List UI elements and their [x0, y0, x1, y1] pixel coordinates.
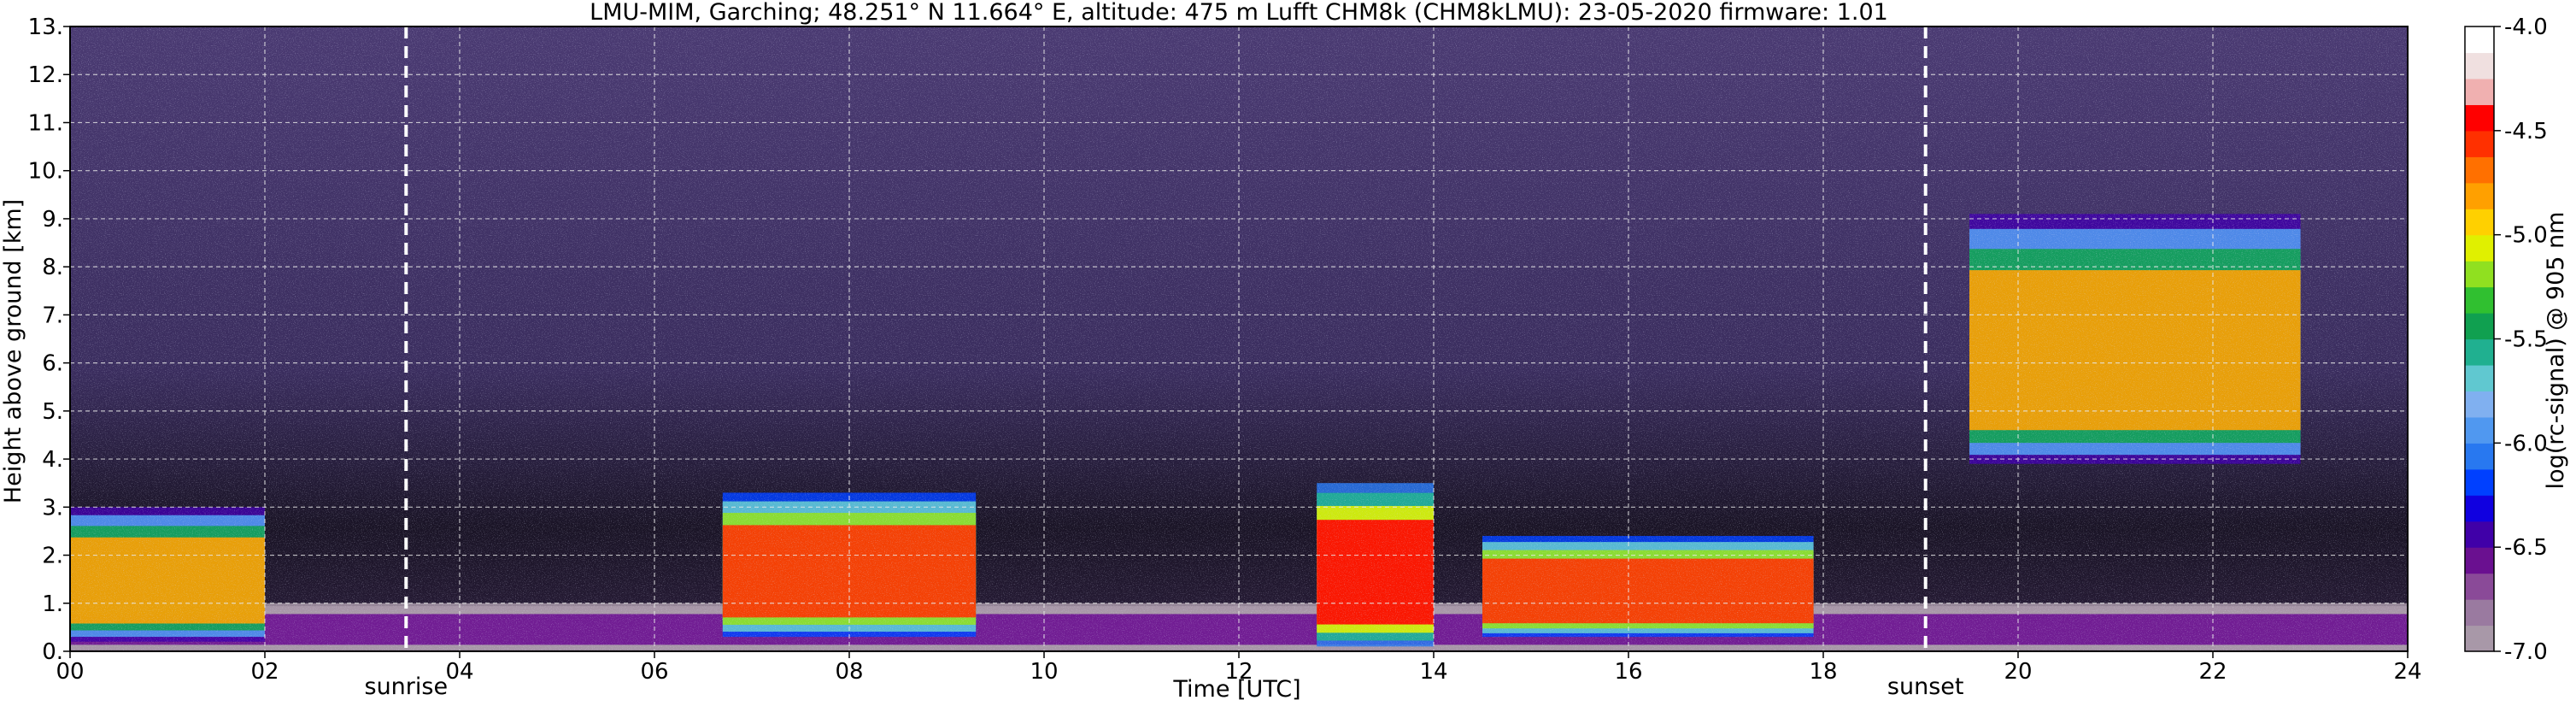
colorbar-swatch — [2465, 495, 2494, 522]
x-tick-label: 04 — [445, 659, 473, 685]
colorbar-tick-label: -5.5 — [2504, 327, 2548, 353]
colorbar-tick-label: -4.5 — [2504, 119, 2548, 144]
x-tick-label: 14 — [1419, 659, 1447, 685]
colorbar-swatch — [2465, 26, 2494, 54]
y-tick-label: 0. — [42, 639, 63, 665]
colorbar-swatch — [2465, 104, 2494, 132]
colorbar-swatch — [2465, 416, 2494, 444]
x-tick-label: 20 — [2004, 659, 2032, 685]
colorbar-swatch — [2465, 468, 2494, 496]
colorbar-swatch — [2465, 338, 2494, 366]
colorbar-swatch — [2465, 261, 2494, 288]
x-tick-label: 22 — [2198, 659, 2227, 685]
colorbar-swatch — [2465, 78, 2494, 105]
y-tick-label: 10. — [28, 159, 63, 185]
colorbar-swatch — [2465, 599, 2494, 627]
event-lines — [404, 26, 1928, 651]
colorbar-tick-label: -4.0 — [2504, 15, 2548, 40]
colorbar-swatch — [2465, 625, 2494, 652]
x-tick-label: 10 — [1030, 659, 1058, 685]
y-tick-label: 5. — [42, 399, 63, 425]
colorbar-swatch — [2465, 130, 2494, 157]
y-axis-label: Height above ground [km] — [0, 199, 26, 503]
y-tick-label: 2. — [42, 544, 63, 569]
y-axis: 0. 1. 2. 3. 4. 5. 6. 7. 8. 9. 10. 11. 12. 13. — [28, 15, 70, 665]
x-tick-label: 16 — [1614, 659, 1642, 685]
y-tick-label: 11. — [28, 110, 63, 136]
x-tick-label: 18 — [1809, 659, 1837, 685]
x-tick-label: 24 — [2393, 659, 2421, 685]
y-tick-label: 7. — [42, 303, 63, 328]
colorbar-swatch — [2465, 313, 2494, 340]
x-tick-label: 06 — [640, 659, 668, 685]
colorbar-swatch — [2465, 182, 2494, 209]
y-tick-label: 13. — [28, 15, 63, 40]
plot-area — [69, 26, 2409, 652]
colorbar-swatch — [2465, 391, 2494, 418]
colorbar-tick-label: -5.0 — [2504, 223, 2548, 249]
x-tick-label: 02 — [250, 659, 279, 685]
chart-title: LMU-MIM, Garching; 48.251° N 11.664° E, … — [590, 0, 1888, 26]
y-tick-label: 12. — [28, 62, 63, 88]
colorbar-swatch — [2465, 209, 2494, 236]
x-tick-label: 08 — [835, 659, 863, 685]
colorbar-swatch — [2465, 573, 2494, 600]
y-tick-label: 1. — [42, 591, 63, 617]
colorbar-tick-label: -7.0 — [2504, 639, 2548, 665]
y-tick-label: 3. — [42, 495, 63, 521]
colorbar-swatch — [2465, 443, 2494, 470]
y-tick-label: 4. — [42, 447, 63, 473]
grid-lines — [70, 26, 2408, 651]
colorbar: -4.0 -4.5 -5.0 -5.5 -6.0 -6.5 -7.0 — [2464, 15, 2548, 665]
y-tick-label: 6. — [42, 351, 63, 377]
colorbar-tick-label: -6.5 — [2504, 535, 2548, 561]
colorbar-label: log(rc-signal) @ 905 nm — [2543, 212, 2569, 490]
colorbar-swatch — [2465, 52, 2494, 79]
colorbar-swatch — [2465, 547, 2494, 574]
x-tick-label: 00 — [56, 659, 84, 685]
sunset-label: sunset — [1887, 674, 1964, 700]
colorbar-swatch — [2465, 156, 2494, 184]
x-axis: 00 02 04 06 08 10 12 14 16 18 20 22 24 — [56, 651, 2422, 685]
colorbar-swatch — [2465, 521, 2494, 548]
colorbar-swatch — [2465, 286, 2494, 314]
y-tick-label: 9. — [42, 207, 63, 232]
colorbar-swatch — [2465, 234, 2494, 262]
colorbar-tick-label: -6.0 — [2504, 431, 2548, 456]
sunrise-label: sunrise — [365, 674, 449, 700]
y-tick-label: 8. — [42, 255, 63, 280]
x-tick-label: 12 — [1224, 659, 1253, 685]
x-axis-label: Time [UTC] — [1172, 676, 1300, 703]
colorbar-swatch — [2465, 364, 2494, 392]
